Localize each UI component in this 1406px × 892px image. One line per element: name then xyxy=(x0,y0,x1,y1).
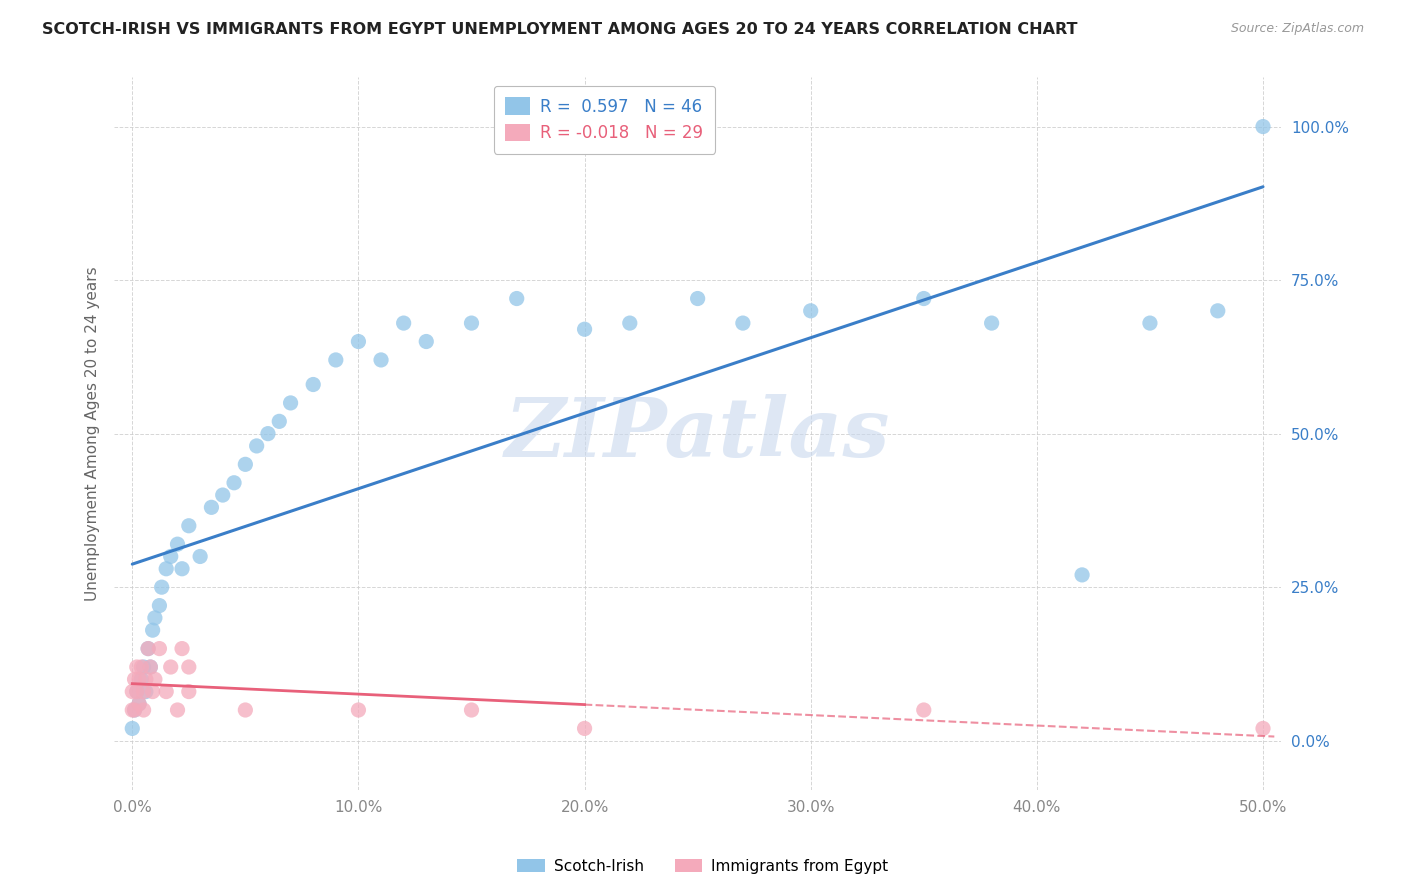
Point xyxy=(280,396,302,410)
Point xyxy=(177,660,200,674)
Point xyxy=(347,334,370,349)
Point xyxy=(325,353,347,368)
Point xyxy=(211,488,233,502)
Point xyxy=(166,703,188,717)
Y-axis label: Unemployment Among Ages 20 to 24 years: Unemployment Among Ages 20 to 24 years xyxy=(86,267,100,601)
Point xyxy=(125,684,148,698)
Point xyxy=(159,660,181,674)
Point xyxy=(257,426,280,441)
Point xyxy=(177,684,200,698)
Point xyxy=(177,518,200,533)
Point xyxy=(143,673,166,687)
Point xyxy=(506,292,529,306)
Point xyxy=(136,641,159,656)
Point xyxy=(980,316,1002,330)
Point xyxy=(235,458,257,472)
Point xyxy=(128,697,150,711)
Point xyxy=(1206,303,1229,318)
Text: Source: ZipAtlas.com: Source: ZipAtlas.com xyxy=(1230,22,1364,36)
Point xyxy=(460,316,482,330)
Point xyxy=(912,292,935,306)
Point xyxy=(131,673,153,687)
Point xyxy=(125,684,148,698)
Point xyxy=(135,684,157,698)
Point xyxy=(200,500,222,515)
Text: ZIPatlas: ZIPatlas xyxy=(505,393,890,474)
Point xyxy=(131,660,153,674)
Point xyxy=(1071,567,1094,582)
Legend: Scotch-Irish, Immigrants from Egypt: Scotch-Irish, Immigrants from Egypt xyxy=(512,853,894,880)
Point xyxy=(139,660,162,674)
Point xyxy=(222,475,245,490)
Point xyxy=(124,673,146,687)
Point xyxy=(139,660,162,674)
Point xyxy=(170,641,193,656)
Point xyxy=(121,703,143,717)
Point xyxy=(912,703,935,717)
Point xyxy=(142,684,165,698)
Point xyxy=(136,641,159,656)
Point xyxy=(235,703,257,717)
Point xyxy=(415,334,437,349)
Point xyxy=(124,703,146,717)
Point xyxy=(460,703,482,717)
Point xyxy=(135,673,157,687)
Point xyxy=(302,377,325,392)
Point xyxy=(125,660,148,674)
Point xyxy=(148,599,170,613)
Point xyxy=(370,353,392,368)
Legend: R =  0.597   N = 46, R = -0.018   N = 29: R = 0.597 N = 46, R = -0.018 N = 29 xyxy=(494,86,716,153)
Point xyxy=(121,684,143,698)
Point xyxy=(800,303,823,318)
Point xyxy=(132,703,155,717)
Point xyxy=(392,316,415,330)
Point xyxy=(128,673,150,687)
Point xyxy=(731,316,754,330)
Point xyxy=(619,316,641,330)
Point xyxy=(686,292,709,306)
Point xyxy=(148,641,170,656)
Text: SCOTCH-IRISH VS IMMIGRANTS FROM EGYPT UNEMPLOYMENT AMONG AGES 20 TO 24 YEARS COR: SCOTCH-IRISH VS IMMIGRANTS FROM EGYPT UN… xyxy=(42,22,1077,37)
Point xyxy=(347,703,370,717)
Point xyxy=(1251,722,1274,736)
Point xyxy=(155,562,177,576)
Point xyxy=(142,623,165,637)
Point xyxy=(1251,120,1274,134)
Point xyxy=(124,703,146,717)
Point xyxy=(1139,316,1161,330)
Point xyxy=(166,537,188,551)
Point xyxy=(574,722,596,736)
Point xyxy=(143,611,166,625)
Point xyxy=(188,549,211,564)
Point xyxy=(132,684,155,698)
Point xyxy=(132,660,155,674)
Point xyxy=(128,697,150,711)
Point xyxy=(121,722,143,736)
Point xyxy=(269,414,291,428)
Point xyxy=(155,684,177,698)
Point xyxy=(574,322,596,336)
Point xyxy=(150,580,173,594)
Point xyxy=(159,549,181,564)
Point xyxy=(170,562,193,576)
Point xyxy=(246,439,269,453)
